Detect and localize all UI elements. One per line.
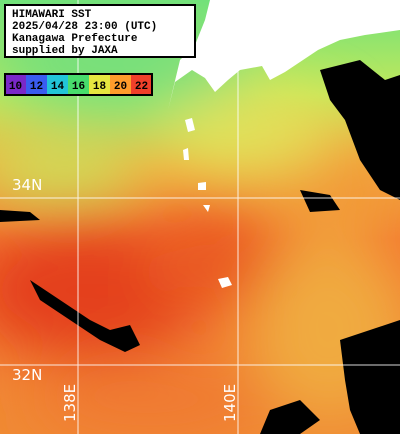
legend-label: 14 xyxy=(51,81,65,93)
header-line: Kanagawa Prefecture xyxy=(12,33,138,45)
legend-label: 18 xyxy=(93,81,107,93)
legend-swatch xyxy=(5,74,26,95)
legend-swatch xyxy=(47,74,68,95)
header-box xyxy=(4,4,196,58)
lon-label: 138E xyxy=(61,384,79,422)
lat-label: 32N xyxy=(12,366,42,384)
land xyxy=(168,0,400,110)
legend-label: 22 xyxy=(135,81,148,93)
legend-swatch xyxy=(26,74,47,95)
legend-label: 16 xyxy=(72,81,85,93)
legend-border xyxy=(4,73,153,96)
header-line: HIMAWARI SST xyxy=(12,9,92,21)
legend-swatch xyxy=(68,74,89,95)
legend-label: 12 xyxy=(30,81,43,93)
legend-swatch xyxy=(110,74,131,95)
cloud-mask xyxy=(0,60,400,434)
legend-label: 20 xyxy=(114,81,127,93)
legend-swatch xyxy=(131,74,152,95)
header-line: 2025/04/28 23:00 (UTC) xyxy=(12,21,157,33)
legend: 10 12 14 16 18 20 22 xyxy=(4,73,153,96)
lat-label: 34N xyxy=(12,176,42,194)
legend-label: 10 xyxy=(9,81,22,93)
lon-label: 140E xyxy=(221,384,239,422)
legend-swatch xyxy=(89,74,110,95)
header-line: supplied by JAXA xyxy=(12,45,118,57)
